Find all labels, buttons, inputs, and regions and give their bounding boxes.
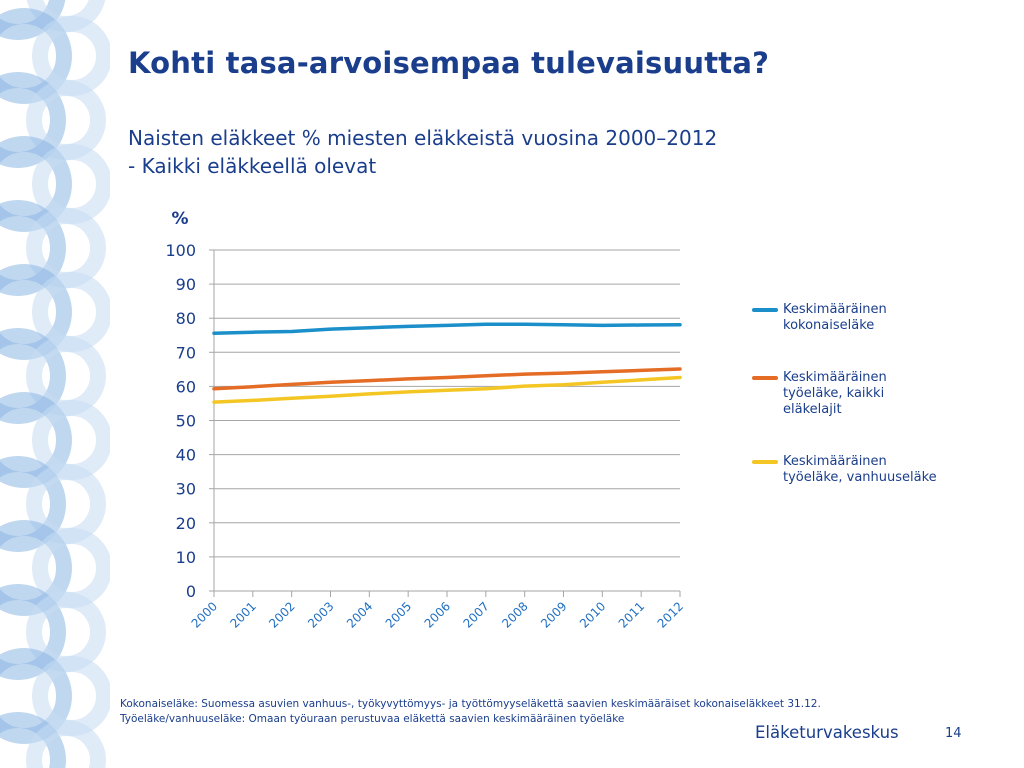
- y-tick-label: 90: [176, 275, 196, 294]
- y-tick-label: 10: [176, 548, 196, 567]
- legend-item-1: Keskimääräinen kokonaiseläke: [752, 302, 982, 334]
- x-tick-label: 2012: [655, 599, 686, 630]
- x-tick-label: 2009: [538, 599, 569, 630]
- legend-swatch: [752, 308, 778, 312]
- subtitle-line: Naisten eläkkeet % miesten eläkkeistä vu…: [128, 126, 718, 150]
- series-line-1: [212, 322, 682, 335]
- legend-swatch: [752, 460, 778, 464]
- y-tick-label: 80: [176, 309, 196, 328]
- legend-swatch: [752, 376, 778, 380]
- legend-label: Keskimääräinen kokonaiseläke: [783, 302, 887, 333]
- decor-circle: [0, 712, 66, 768]
- chart-legend: Keskimääräinen kokonaiseläke Keskimääräin…: [752, 302, 982, 486]
- legend-item-3: Keskimääräinen työeläke, vanhuuseläke: [752, 454, 982, 486]
- y-tick-label: 40: [176, 446, 196, 465]
- chart-subtitle: Naisten eläkkeet % miesten eläkkeistä vu…: [128, 124, 717, 180]
- x-tick-label: 2011: [616, 599, 647, 630]
- decor-circle: [0, 0, 66, 40]
- footnote: Kokonaiseläke: Suomessa asuvien vanhuus-…: [120, 697, 821, 727]
- x-tick-label: 2002: [266, 599, 297, 630]
- decor-circle: [0, 200, 66, 296]
- x-tick-label: 2010: [577, 599, 608, 630]
- x-tick-label: 2004: [344, 599, 375, 630]
- y-tick-label: 20: [176, 514, 196, 533]
- x-tick-label: 2003: [305, 599, 336, 630]
- y-tick-label: 0: [186, 582, 196, 601]
- series-line-2: [212, 367, 682, 391]
- decorative-circle-pattern: [0, 0, 110, 768]
- x-tick-label: 2006: [422, 599, 453, 630]
- legend-item-2: Keskimääräinen työeläke, kaikki eläkelaj…: [752, 370, 982, 418]
- legend-label: Keskimääräinen työeläke, vanhuuseläke: [783, 454, 937, 485]
- y-tick-label: 70: [176, 343, 196, 362]
- decor-circle: [0, 8, 72, 104]
- x-tick-label: 2001: [227, 599, 258, 630]
- decor-circle: [0, 264, 72, 360]
- decor-circle: [0, 456, 66, 552]
- x-tick-label: 2005: [383, 599, 414, 630]
- x-tick-label: 2007: [460, 599, 491, 630]
- decor-circle: [0, 72, 66, 168]
- decor-circle: [0, 136, 72, 232]
- page-number: 14: [945, 726, 962, 741]
- subtitle-line: - Kaikki eläkkeellä olevat: [128, 154, 377, 178]
- decor-circle: [0, 648, 72, 744]
- series-line-3: [212, 375, 682, 404]
- y-tick-label: 100: [165, 241, 196, 260]
- y-tick-label: 50: [176, 412, 196, 431]
- decor-circle: [0, 328, 66, 424]
- x-tick-label: 2008: [499, 599, 530, 630]
- brand-logo-text: Eläketurvakeskus: [755, 723, 899, 742]
- decor-circle: [0, 584, 66, 680]
- y-tick-label: 30: [176, 480, 196, 499]
- decor-circle: [0, 520, 72, 616]
- slide-title: Kohti tasa-arvoisempaa tulevaisuutta?: [128, 46, 770, 80]
- legend-label: Keskimääräinen työeläke, kaikki eläkelaj…: [783, 370, 887, 417]
- footnote-line: Kokonaiseläke: Suomessa asuvien vanhuus-…: [120, 698, 821, 710]
- y-axis-title: %: [171, 209, 188, 229]
- x-tick-label: 2000: [189, 599, 220, 630]
- footnote-line: Työeläke/vanhuuseläke: Omaan työuraan pe…: [120, 713, 625, 725]
- decor-circle: [0, 392, 72, 488]
- decor-circle: [26, 720, 106, 768]
- y-tick-label: 60: [176, 377, 196, 396]
